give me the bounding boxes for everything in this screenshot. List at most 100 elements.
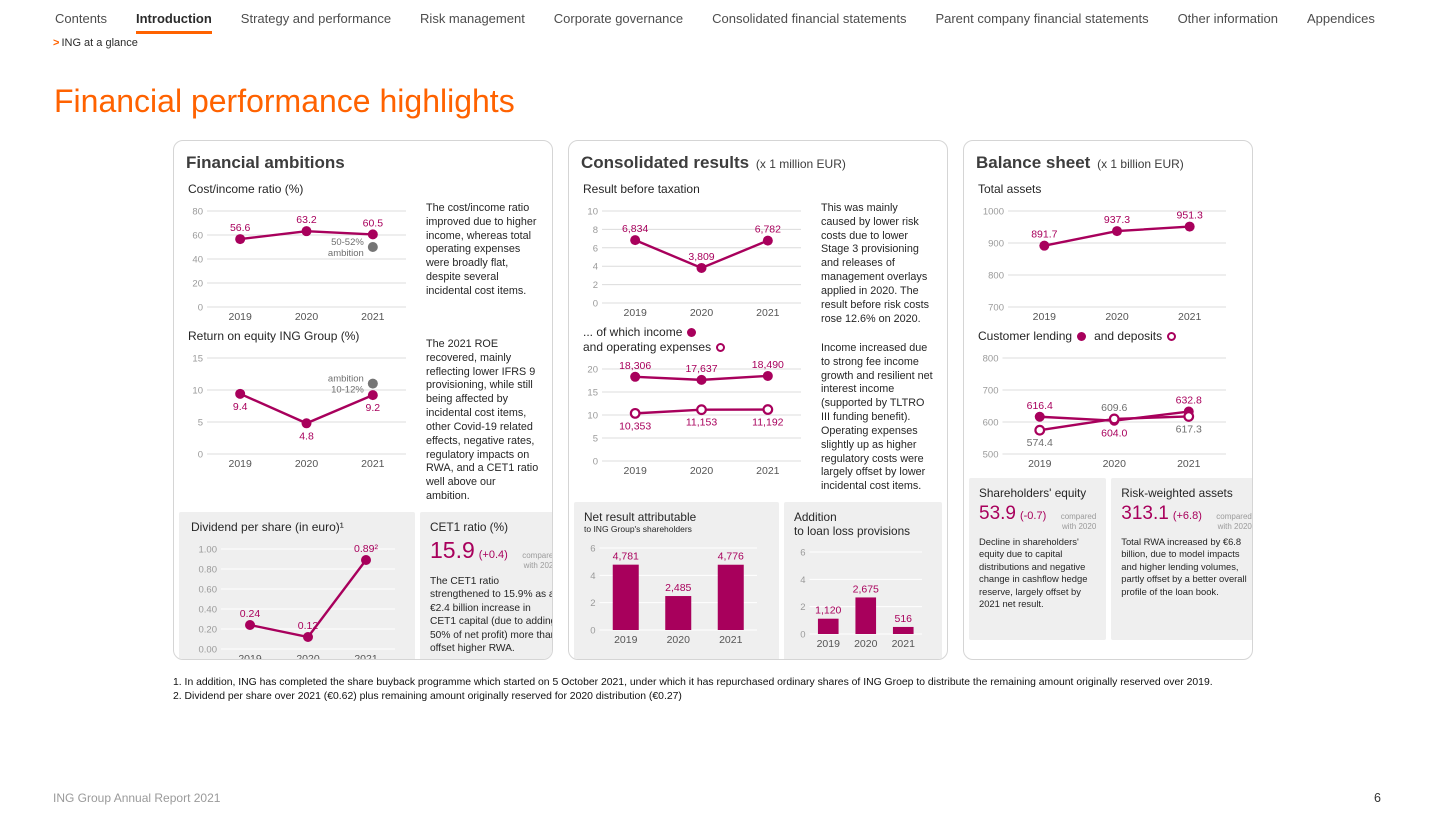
nav-item-risk-management[interactable]: Risk management [420,11,525,26]
nav-item-strategy-and-performance[interactable]: Strategy and performance [240,11,392,26]
consolidated-results-unit: (x 1 million EUR) [755,157,846,171]
nav-item-consolidated-financial-statements[interactable]: Consolidated financial statements [712,11,907,26]
svg-text:63.2: 63.2 [296,214,317,226]
svg-text:2021: 2021 [756,465,780,477]
svg-text:600: 600 [983,418,999,429]
cet1-delta: (+0.4) [478,548,508,561]
card-consolidated-results-title: Consolidated results (x 1 million EUR) [581,153,935,173]
consolidated-results-charts: Result before taxation 0 2 4 6 8 10 2019 2020 20… [581,182,811,494]
loan-loss-subtitle: to loan loss provisions [794,523,911,538]
cards-row: Financial ambitions Cost/income ratio (%… [173,140,1439,660]
svg-text:2,485: 2,485 [665,582,691,594]
svg-text:10: 10 [587,207,598,218]
loan-loss-title: Addition [794,509,837,524]
svg-text:2: 2 [800,602,805,613]
lending-series-dot-icon [1077,331,1087,341]
nav-item-other-information[interactable]: Other information [1177,11,1278,26]
svg-text:2020: 2020 [1103,458,1127,470]
svg-text:2021: 2021 [756,307,780,319]
shareholders-equity-compare-label: compared with 2020 [1060,512,1097,531]
svg-text:2: 2 [593,280,598,291]
lending-deposits-legend-row: Customer lending and deposits [978,329,1240,343]
svg-text:10: 10 [587,411,598,422]
svg-text:2020: 2020 [295,311,319,323]
svg-text:900: 900 [988,239,1004,250]
svg-text:0: 0 [590,625,595,636]
svg-text:516: 516 [894,613,912,625]
shareholders-equity-delta: (-0.7) [1019,510,1047,522]
svg-text:2020: 2020 [854,638,878,650]
svg-text:4: 4 [800,575,805,586]
svg-text:500: 500 [983,450,999,461]
svg-text:2021: 2021 [361,311,385,323]
breadcrumb-marker: > [53,37,60,49]
svg-text:10: 10 [192,386,203,397]
svg-text:1.00: 1.00 [199,544,218,555]
financial-ambitions-commentary: The cost/income ratio improved due to hi… [426,182,540,504]
svg-text:0.89²: 0.89² [354,543,378,555]
svg-text:617.3: 617.3 [1176,423,1202,435]
dividend-box: Dividend per share (in euro)¹ 0.00 0.20 0.… [179,511,415,660]
consolidated-results-commentary: This was mainly caused by lower risk cos… [821,182,935,494]
result-before-tax-commentary: This was mainly caused by lower risk cos… [821,202,930,325]
svg-text:20: 20 [192,279,203,290]
rwa-delta: (+6.8) [1172,510,1202,522]
total-assets-chart-title: Total assets [978,182,1042,196]
cost-income-chart-title: Cost/income ratio (%) [188,182,304,196]
svg-text:0: 0 [800,629,805,640]
svg-text:5: 5 [593,434,598,445]
nav-item-parent-company-financial-statements[interactable]: Parent company financial statements [935,11,1149,26]
deposits-legend-label: and deposits [1094,329,1163,343]
income-legend-row: ... of which income [583,325,811,339]
svg-text:2019: 2019 [817,638,841,650]
breadcrumb[interactable]: > ING at a glance [53,37,1439,49]
svg-text:2,675: 2,675 [853,583,879,595]
cost-income-commentary: The cost/income ratio improved due to hi… [426,202,537,297]
net-result-chart: 0 2 4 6 2019 2020 2021 4,781 2,485 4,776 [590,543,757,646]
svg-text:2020: 2020 [690,465,714,477]
svg-text:2: 2 [590,598,595,609]
svg-text:9.2: 9.2 [366,402,381,414]
card-balance-sheet-title: Balance sheet (x 1 billion EUR) [976,153,1240,173]
svg-text:937.3: 937.3 [1104,214,1130,226]
svg-text:8: 8 [593,225,598,236]
svg-text:4,776: 4,776 [718,551,744,563]
svg-text:609.6: 609.6 [1101,402,1127,414]
svg-text:2019: 2019 [1028,458,1052,470]
net-result-box: Net result attributable to ING Group's s… [574,501,779,659]
shareholders-equity-title: Shareholders' equity [979,486,1087,500]
nav-item-contents[interactable]: Contents [55,11,108,26]
svg-text:2021: 2021 [1177,458,1201,470]
svg-text:700: 700 [983,386,999,397]
svg-text:0.20: 0.20 [199,624,218,635]
financial-ambitions-charts: Cost/income ratio (%) 0 20 40 60 80 2019 2020 2… [186,182,416,504]
svg-text:800: 800 [988,271,1004,282]
cet1-title: CET1 ratio (%) [430,519,509,534]
svg-text:4: 4 [590,571,595,582]
svg-text:0.60: 0.60 [199,584,218,595]
svg-text:574.4: 574.4 [1027,437,1053,449]
svg-text:2020: 2020 [295,458,319,470]
page-title: Financial performance highlights [54,83,515,119]
roe-commentary: The 2021 ROE recovered, mainly reflectin… [426,338,539,502]
dividend-chart-title: Dividend per share (in euro)¹ [191,519,344,534]
nav-item-appendices[interactable]: Appendices [1306,11,1375,26]
expenses-legend-row: and operating expenses [583,340,811,354]
result-before-tax-chart-title: Result before taxation [583,182,700,196]
top-nav: Contents Introduction Strategy and perfo… [55,11,1375,34]
financial-ambitions-main: Cost/income ratio (%) 0 20 40 60 80 2019 2020 2… [186,182,540,504]
svg-text:2019: 2019 [238,653,262,660]
svg-text:2021: 2021 [719,634,743,646]
lending-deposits-chart: 500 600 700 800 2019 2020 2021 616.4 604.0 632.8 5… [983,354,1226,470]
nav-item-introduction[interactable]: Introduction [136,11,212,34]
nav-item-corporate-governance[interactable]: Corporate governance [553,11,684,26]
income-series-dot-icon [687,327,697,337]
shareholders-equity-value: 53.9 [979,503,1016,524]
svg-text:18,490: 18,490 [752,359,784,371]
card-consolidated-results: Consolidated results (x 1 million EUR) R… [568,140,948,660]
rwa-commentary: Total RWA increased by €6.8 billion, due… [1121,536,1247,597]
svg-text:2019: 2019 [623,465,647,477]
card-balance-sheet: Balance sheet (x 1 billion EUR) Total as… [963,140,1253,660]
report-name: ING Group Annual Report 2021 [53,791,221,805]
dividend-chart: 0.00 0.20 0.40 0.60 0.80 1.00 2019 2020 2021 0.24… [199,543,395,660]
